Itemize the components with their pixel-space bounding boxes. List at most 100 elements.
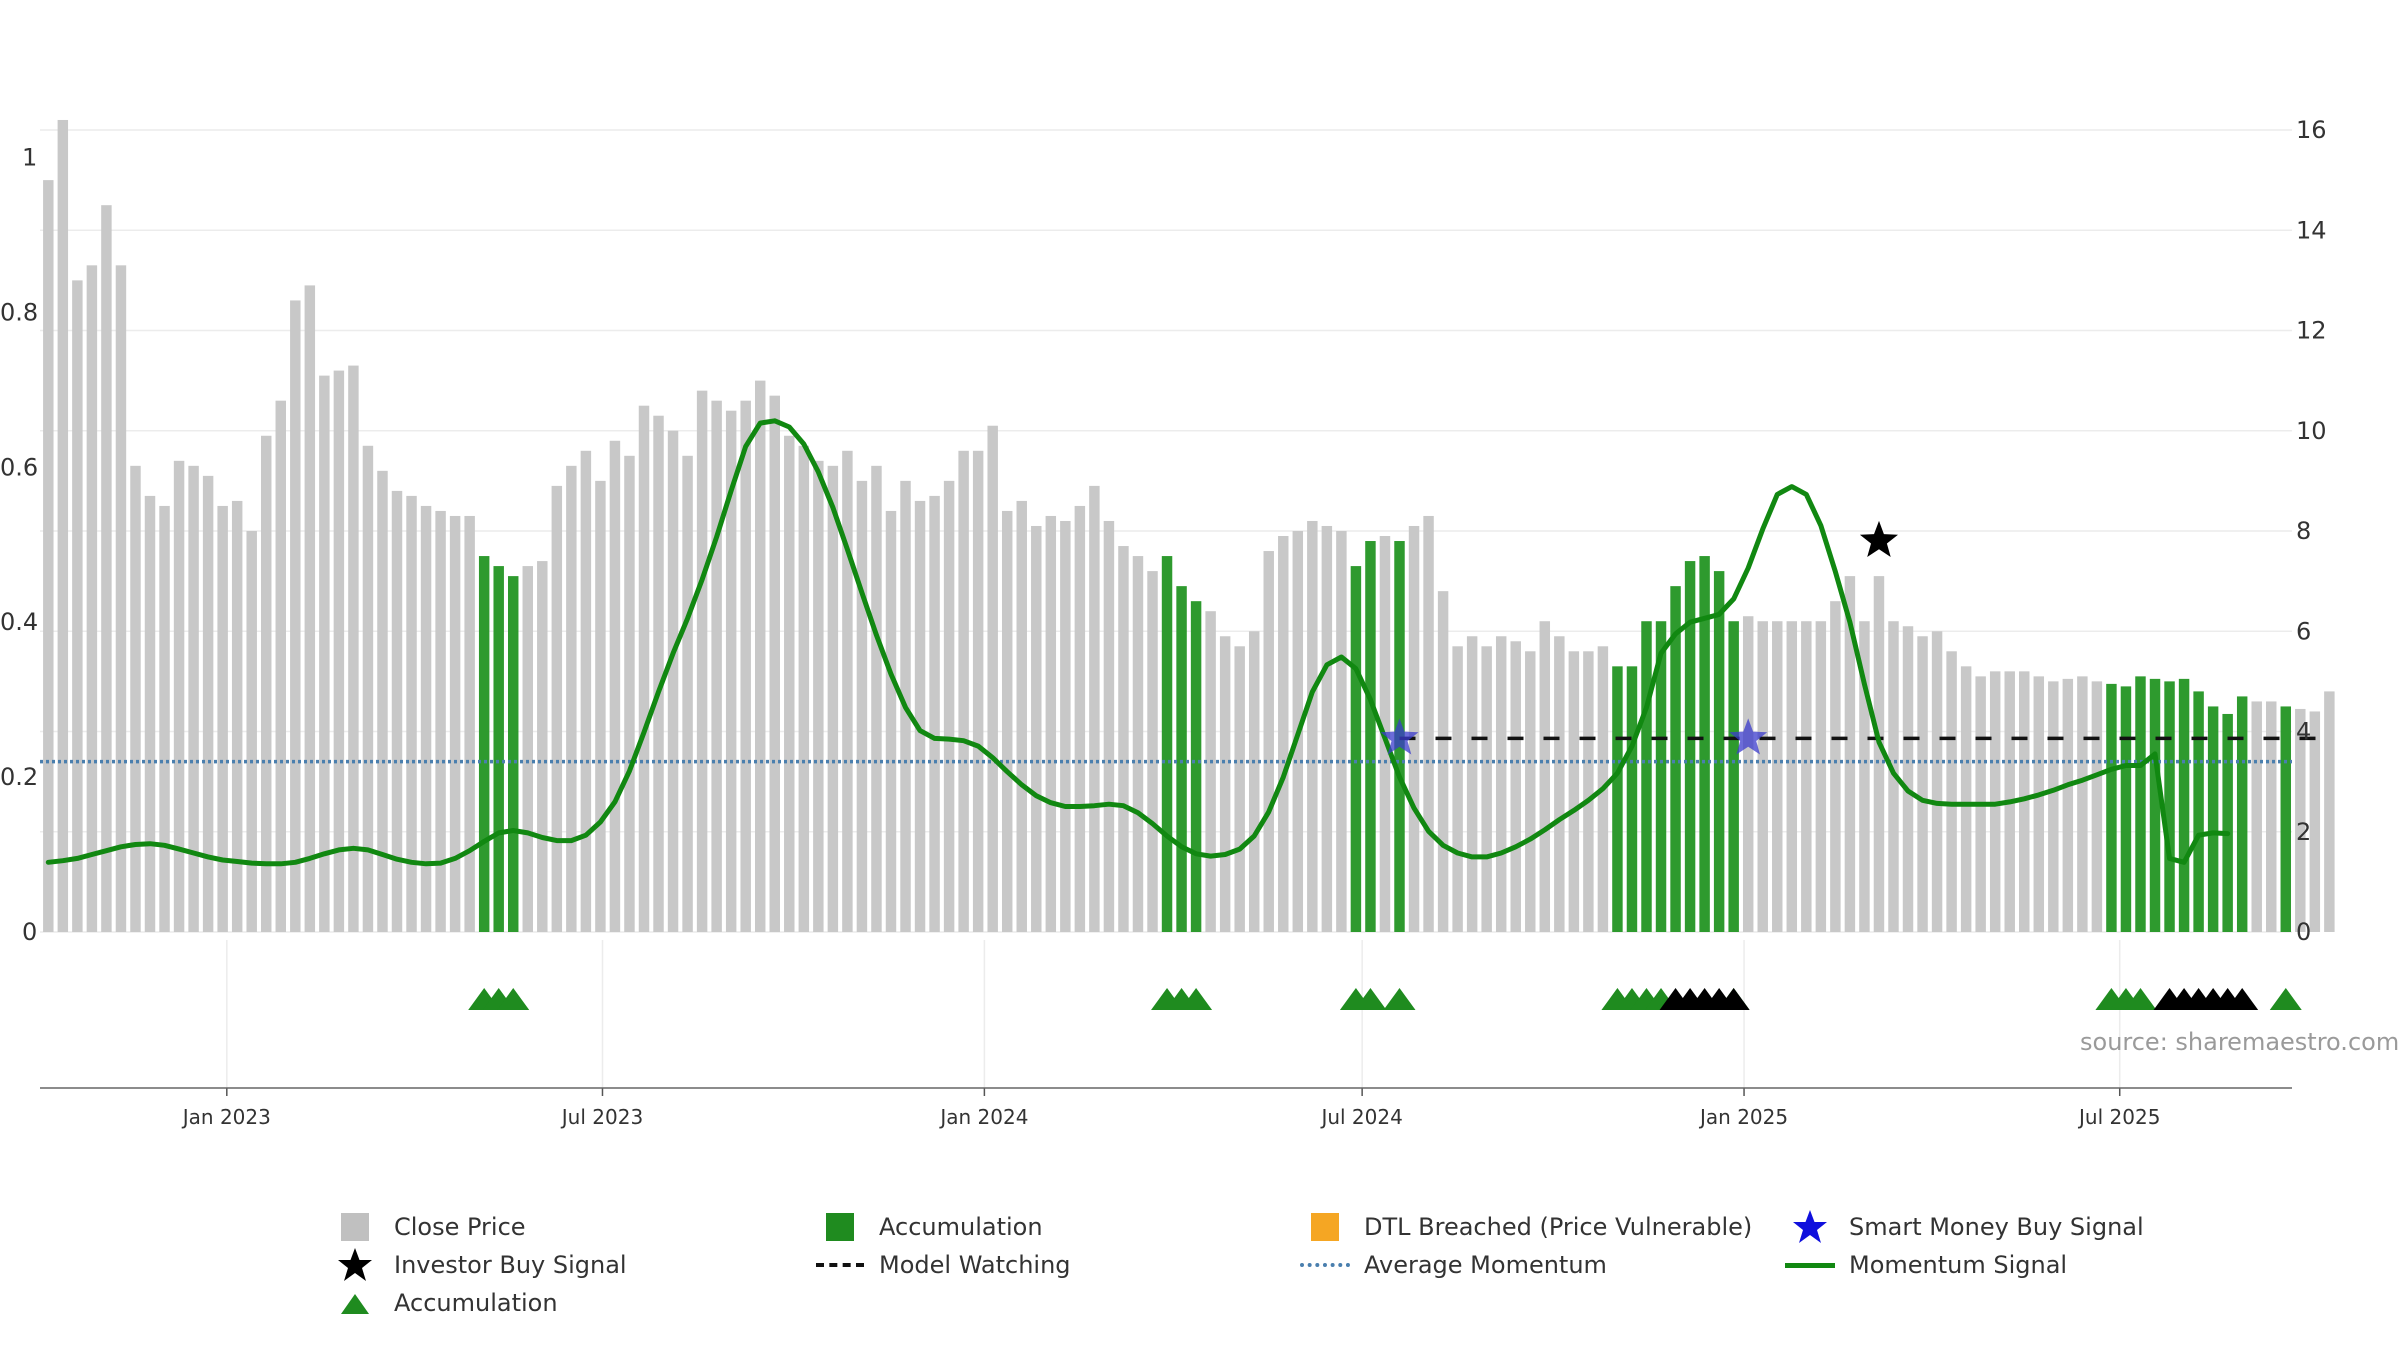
momentum-signal-line <box>45 418 2231 867</box>
close-price-bar <box>1408 525 1420 932</box>
legend-accumulation-marker: Accumulation <box>330 1286 558 1320</box>
close-price-bar <box>1859 621 1870 932</box>
close-price-bar <box>769 395 780 933</box>
close-price-bar <box>2048 681 2059 932</box>
close-price-bar <box>1466 636 1478 932</box>
close-price-bar <box>1757 621 1768 932</box>
close-price-bar <box>1437 591 1449 932</box>
close-price-bar <box>2266 701 2277 932</box>
close-price-bar <box>188 465 199 932</box>
accumulation-bar <box>2149 678 2161 932</box>
close-price-bar <box>1946 651 1957 932</box>
chart-legend: Close Price Accumulation DTL Breached (P… <box>330 1210 2230 1340</box>
accumulation-bar <box>2135 676 2146 932</box>
momentum-lines <box>40 418 2330 867</box>
close-price-bar <box>871 465 882 932</box>
accumulation-bar <box>1626 666 1638 932</box>
legend-label: DTL Breached (Price Vulnerable) <box>1364 1213 1753 1241</box>
y-right-tick-label: 10 <box>2296 417 2327 445</box>
close-price-bar <box>813 460 824 932</box>
accumulation-bar <box>2164 681 2175 932</box>
y-right-tick-label: 14 <box>2296 216 2327 244</box>
close-price-bar <box>1321 525 1333 932</box>
smart-money-star <box>1380 718 1419 755</box>
accumulation-bar <box>2236 696 2248 932</box>
accumulation-bar <box>1612 666 1623 932</box>
y-right-tick-label: 4 <box>2296 718 2311 746</box>
close-price-bar <box>1495 636 1507 932</box>
close-price-bar <box>2295 708 2306 932</box>
y-right-tick-label: 8 <box>2296 517 2311 545</box>
close-price-bar <box>740 400 751 932</box>
close-price-bar <box>972 450 984 932</box>
investor-triangle <box>1717 988 1750 1010</box>
accumulation-bar <box>1176 586 1187 932</box>
legend-label: Investor Buy Signal <box>394 1251 627 1279</box>
close-price-bar <box>885 510 897 932</box>
close-price-bar <box>566 465 577 932</box>
y-left-tick-label: 0.4 <box>0 608 38 636</box>
close-price-bar <box>1060 520 1071 932</box>
close-price-bar <box>856 480 868 932</box>
close-price-bar <box>2091 681 2103 932</box>
y-right-tick-label: 2 <box>2296 818 2311 846</box>
close-price-bar <box>1423 515 1434 932</box>
accumulation-triangle <box>1383 988 1416 1010</box>
close-price-bar <box>173 460 185 932</box>
close-price-bar <box>1248 631 1260 932</box>
close-price-bar <box>1786 621 1798 932</box>
close-price-bar <box>2019 671 2030 932</box>
close-price-bar <box>1481 646 1492 932</box>
close-price-bar <box>115 265 127 932</box>
close-price-bar <box>1801 621 1812 932</box>
close-price-bar <box>2062 678 2074 932</box>
accumulation-swatch-icon <box>826 1213 854 1241</box>
green-triangle-icon <box>341 1294 369 1314</box>
legend-momentum: Momentum Signal <box>1785 1248 2067 1282</box>
close-price-bar <box>202 475 214 932</box>
accumulation-bar <box>1655 621 1667 932</box>
y-right-tick-label: 12 <box>2296 317 2327 345</box>
chart-axes: 0 2 4 6 8 10 12 14 16 0 0.2 0.4 0.6 0.8 1 Jan 2023 Jul 2… <box>0 116 2327 1129</box>
dash-line-icon <box>816 1263 864 1267</box>
close-price-bar <box>754 380 766 932</box>
close-price-bar <box>1001 510 1013 932</box>
close-price-bar <box>101 205 112 932</box>
close-price-bar <box>1742 616 1754 932</box>
accumulation-bar <box>1350 566 1362 932</box>
close-price-bar <box>1219 636 1231 932</box>
close-price-bar <box>261 435 272 932</box>
y-right-tick-label: 16 <box>2296 116 2327 144</box>
close-price-bar <box>1103 520 1115 932</box>
close-price-bar <box>464 515 475 932</box>
legend-label: Model Watching <box>879 1251 1071 1279</box>
legend-label: Average Momentum <box>1364 1251 1607 1279</box>
legend-model-watching: Model Watching <box>815 1248 1071 1282</box>
close-price-bar <box>333 370 345 933</box>
dotted-line-icon <box>1300 1263 1350 1267</box>
accumulation-bar <box>2193 691 2204 932</box>
close-price-bar <box>1917 636 1928 932</box>
close-price-bar <box>638 405 650 932</box>
close-price-bar <box>2077 676 2088 932</box>
close-price-swatch-icon <box>341 1213 369 1241</box>
close-price-bar <box>624 455 635 932</box>
x-tick-label: Jan 2024 <box>938 1105 1028 1129</box>
accumulation-bar <box>1670 586 1681 932</box>
y-right-tick-label: 6 <box>2296 617 2311 645</box>
accumulation-bar <box>1713 571 1725 932</box>
close-price-bar <box>159 505 170 932</box>
close-price-bar <box>551 485 563 932</box>
close-price-bar <box>1278 536 1289 932</box>
close-price-bar <box>1525 651 1536 932</box>
close-price-bar <box>57 119 69 933</box>
close-price-bar <box>217 505 228 932</box>
close-price-bar <box>1844 576 1856 932</box>
close-price-bar <box>929 495 940 932</box>
x-tick-label: Jan 2025 <box>1698 1105 1788 1129</box>
x-tick-label: Jan 2023 <box>181 1105 271 1129</box>
close-price-bar <box>1234 646 1245 932</box>
legend-label: Momentum Signal <box>1849 1251 2068 1279</box>
close-price-bar <box>1089 485 1100 932</box>
close-price-bar <box>842 450 853 932</box>
